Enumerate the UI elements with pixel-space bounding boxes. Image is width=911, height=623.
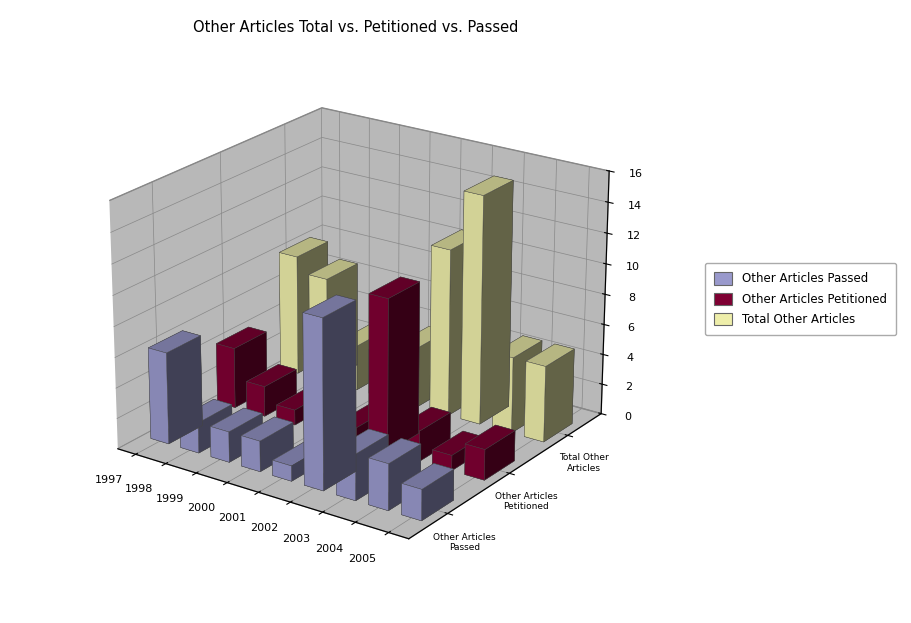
Legend: Other Articles Passed, Other Articles Petitioned, Total Other Articles: Other Articles Passed, Other Articles Pe… [705, 263, 896, 335]
Title: Other Articles Total vs. Petitioned vs. Passed: Other Articles Total vs. Petitioned vs. … [192, 21, 518, 36]
